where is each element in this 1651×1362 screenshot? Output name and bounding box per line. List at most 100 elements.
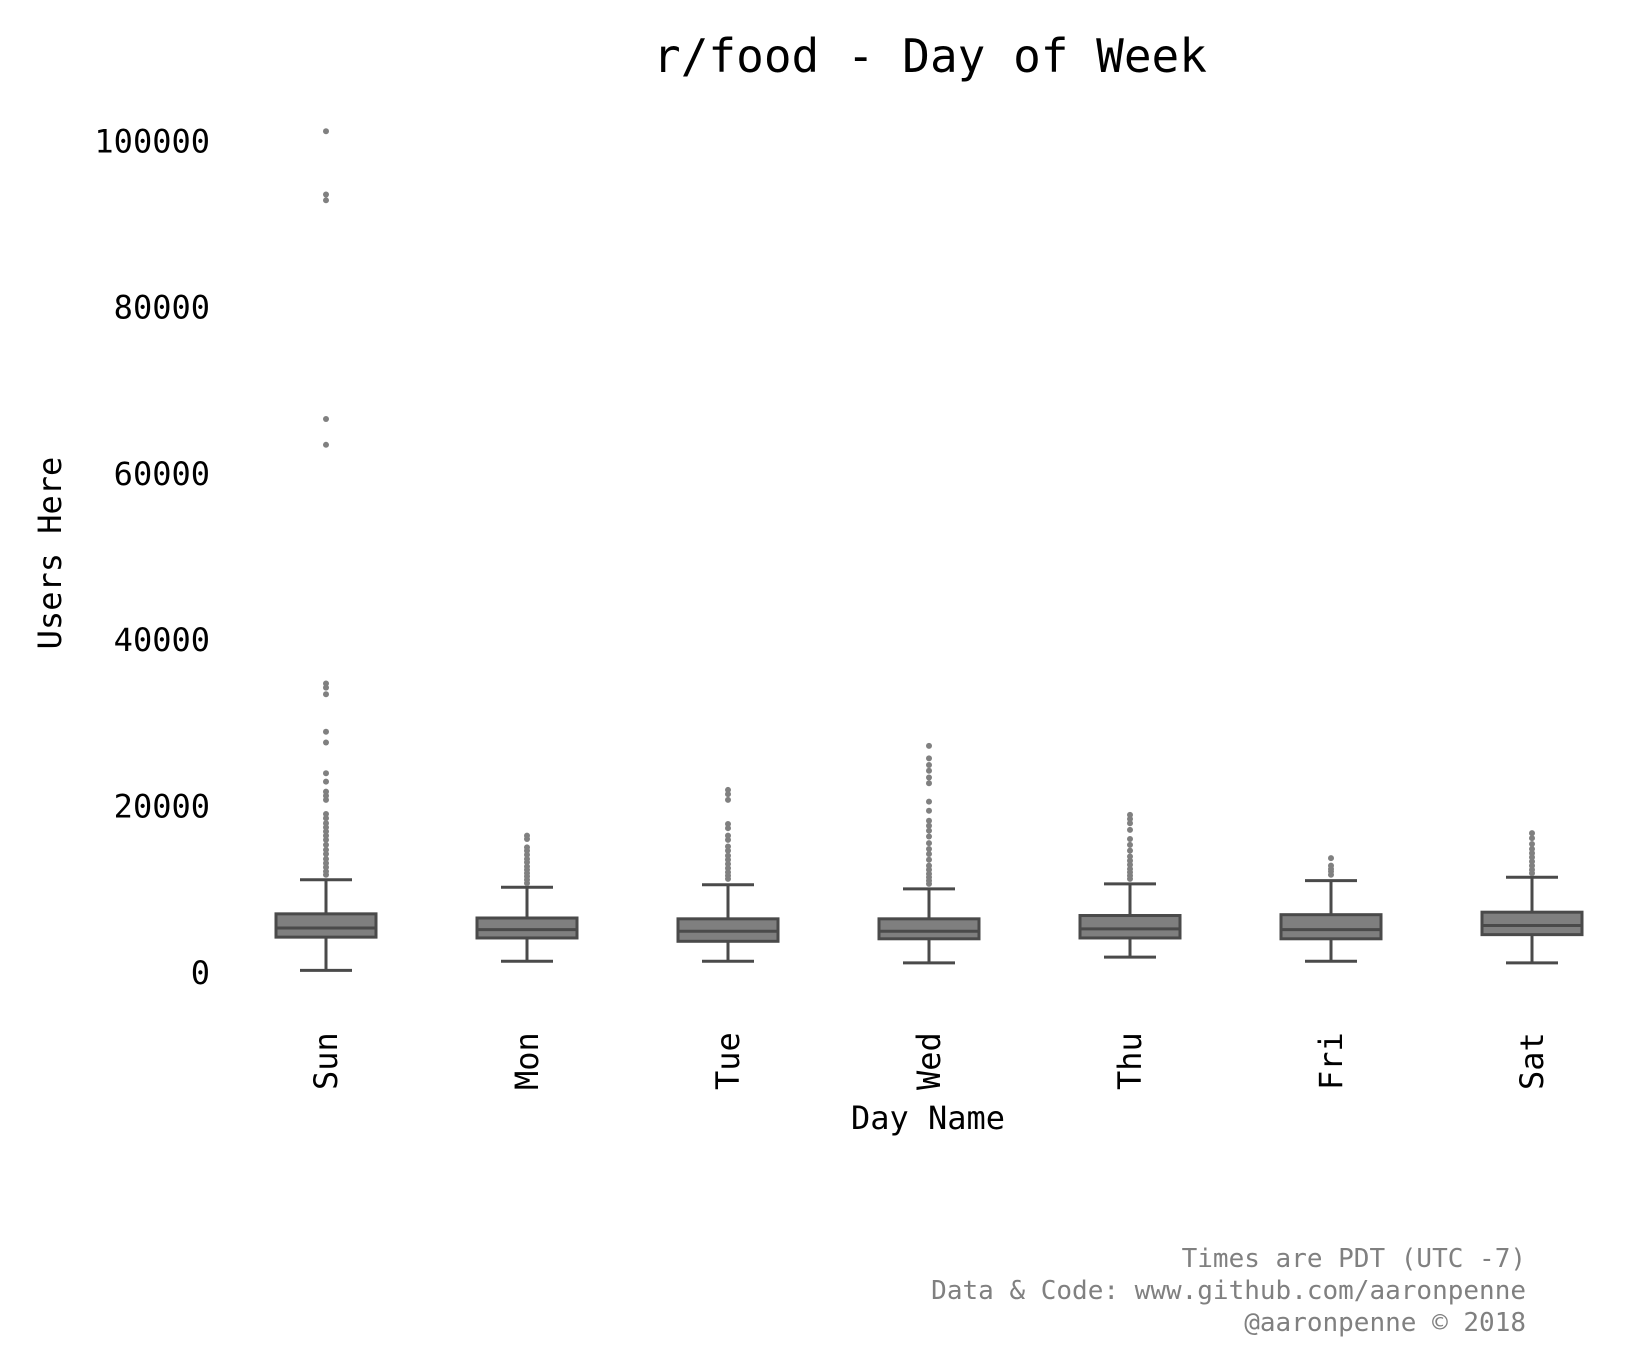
outlier-point [1529,858,1535,865]
outlier-point [1127,861,1133,868]
box-fri [1279,855,1383,963]
outlier-point [323,691,329,698]
outlier-point [323,441,329,448]
outlier-point [725,791,731,798]
y-tick-label: 60000 [114,455,210,493]
outlier-point [323,855,329,862]
outlier-point [1529,840,1535,847]
outlier-point [1127,816,1133,823]
footer-copyright: @aaronpenne © 2018 [1244,1308,1526,1338]
box-thu [1078,811,1182,959]
outlier-point [323,824,329,831]
outlier-point [323,770,329,777]
outlier-point [323,832,329,839]
outlier-point [1127,826,1133,833]
outlier-point [323,841,329,848]
outlier-point [926,761,932,768]
outlier-point [323,820,329,827]
outlier-point [926,822,932,829]
outlier-point [1127,836,1133,843]
outlier-point [1127,811,1133,818]
outlier-point [725,865,731,872]
footer-timezone-note: Times are PDT (UTC -7) [1181,1244,1526,1274]
box-tue [676,786,780,963]
box-sun [274,128,378,972]
outlier-point [725,836,731,843]
outlier-point [323,416,329,423]
outlier-point [323,850,329,857]
outlier-point [323,836,329,843]
outlier-point [725,796,731,803]
iqr-box [475,916,579,940]
outlier-point [323,191,329,198]
outlier-point [524,851,530,858]
iqr-box [877,917,981,941]
outlier-point [1529,830,1535,837]
box-wed [877,742,981,965]
outlier-point [323,728,329,735]
iqr-box [274,912,378,939]
outlier-point [323,739,329,746]
outlier-point [323,778,329,785]
footer-notes: Times are PDT (UTC -7) Data & Code: www.… [931,1243,1526,1339]
outlier-point [323,197,329,204]
outlier-point [926,807,932,814]
outlier-point [323,680,329,687]
outlier-point [524,836,530,843]
y-tick-label: 100000 [94,122,210,160]
outlier-point [1127,841,1133,848]
chart-title: r/food - Day of Week [653,29,1207,83]
outlier-point [524,847,530,854]
outlier-point [323,828,329,835]
outlier-point [1127,857,1133,864]
outlier-point [1328,855,1334,862]
outlier-point [323,871,329,878]
outlier-point [1529,862,1535,869]
outlier-point [323,846,329,853]
outlier-point [926,850,932,857]
iqr-box [1480,910,1584,937]
outlier-point [1529,854,1535,861]
outlier-point [323,788,329,795]
outlier-point [1127,853,1133,860]
outlier-point [1529,850,1535,857]
outlier-point [323,684,329,691]
outlier-point [926,742,932,749]
x-tick-label: Sat [1513,1032,1551,1090]
outlier-point [926,880,932,887]
outlier-point [1127,847,1133,854]
outlier-point [524,880,530,887]
outlier-point [1127,875,1133,882]
outlier-point [725,875,731,882]
box-mon [475,832,579,963]
outlier-point [926,840,932,847]
y-axis-ticks: 0 20000 40000 60000 80000 100000 [94,122,210,992]
y-axis-label: Users Here [31,457,69,650]
outlier-point [926,798,932,805]
x-tick-label: Wed [910,1032,948,1090]
outlier-point [725,856,731,863]
box-sat [1480,830,1584,965]
outlier-point [1529,835,1535,842]
y-tick-label: 0 [191,954,210,992]
x-tick-label: Tue [709,1032,747,1090]
x-axis-label: Day Name [851,1099,1005,1137]
outlier-point [1127,820,1133,827]
outlier-point [926,845,932,852]
outlier-point [725,832,731,839]
x-tick-label: Sun [307,1032,345,1090]
outlier-point [926,827,932,834]
outlier-point [323,128,329,135]
outlier-point [323,860,329,867]
outlier-point [926,833,932,840]
iqr-box [1078,914,1182,940]
outlier-point [1328,871,1334,878]
x-axis-ticks: Sun Mon Tue Wed Thu Fri Sat [307,1032,1551,1090]
outlier-point [725,821,731,828]
y-tick-label: 40000 [114,621,210,659]
outlier-point [725,825,731,832]
footer-source-note: Data & Code: www.github.com/aaronpenne [931,1276,1526,1306]
outlier-point [926,817,932,824]
outlier-point [926,866,932,873]
x-tick-label: Fri [1312,1032,1350,1090]
